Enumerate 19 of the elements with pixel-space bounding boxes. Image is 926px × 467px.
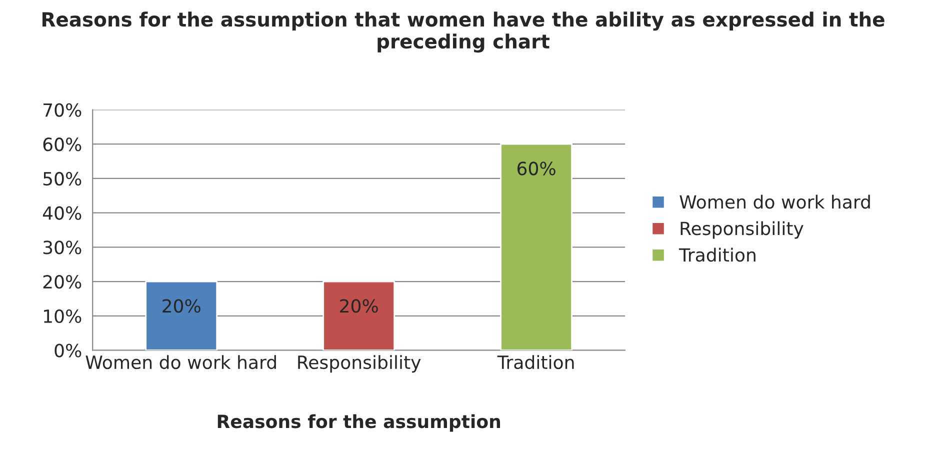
data-label: 20%: [162, 299, 200, 313]
x-axis-title: Reasons for the assumption: [218, 414, 500, 432]
y-tick-label: 10%: [44, 309, 82, 324]
legend-label: Responsibility: [680, 221, 804, 239]
y-tick-label: 40%: [42, 206, 82, 220]
legend-label: Tradition: [678, 248, 756, 262]
chart-title: Reasons for the assumption that women have the ability as expressed in the preceding chart: [42, 12, 884, 53]
x-tick-label: Women do work hard: [86, 355, 276, 370]
x-tick-label: Responsibility: [298, 355, 421, 373]
legend-label: Women do work hard: [680, 194, 870, 209]
x-tick-label: Tradition: [497, 355, 574, 370]
y-tick-label: 20%: [43, 274, 82, 289]
y-tick-label: 30%: [43, 240, 82, 254]
y-tick-label: 60%: [43, 138, 82, 152]
data-label: 20%: [340, 299, 378, 313]
y-tick-label: 50%: [43, 172, 82, 186]
data-label: 60%: [518, 162, 556, 176]
y-tick-label: 0%: [54, 344, 82, 358]
y-tick-label: 70%: [44, 103, 82, 117]
